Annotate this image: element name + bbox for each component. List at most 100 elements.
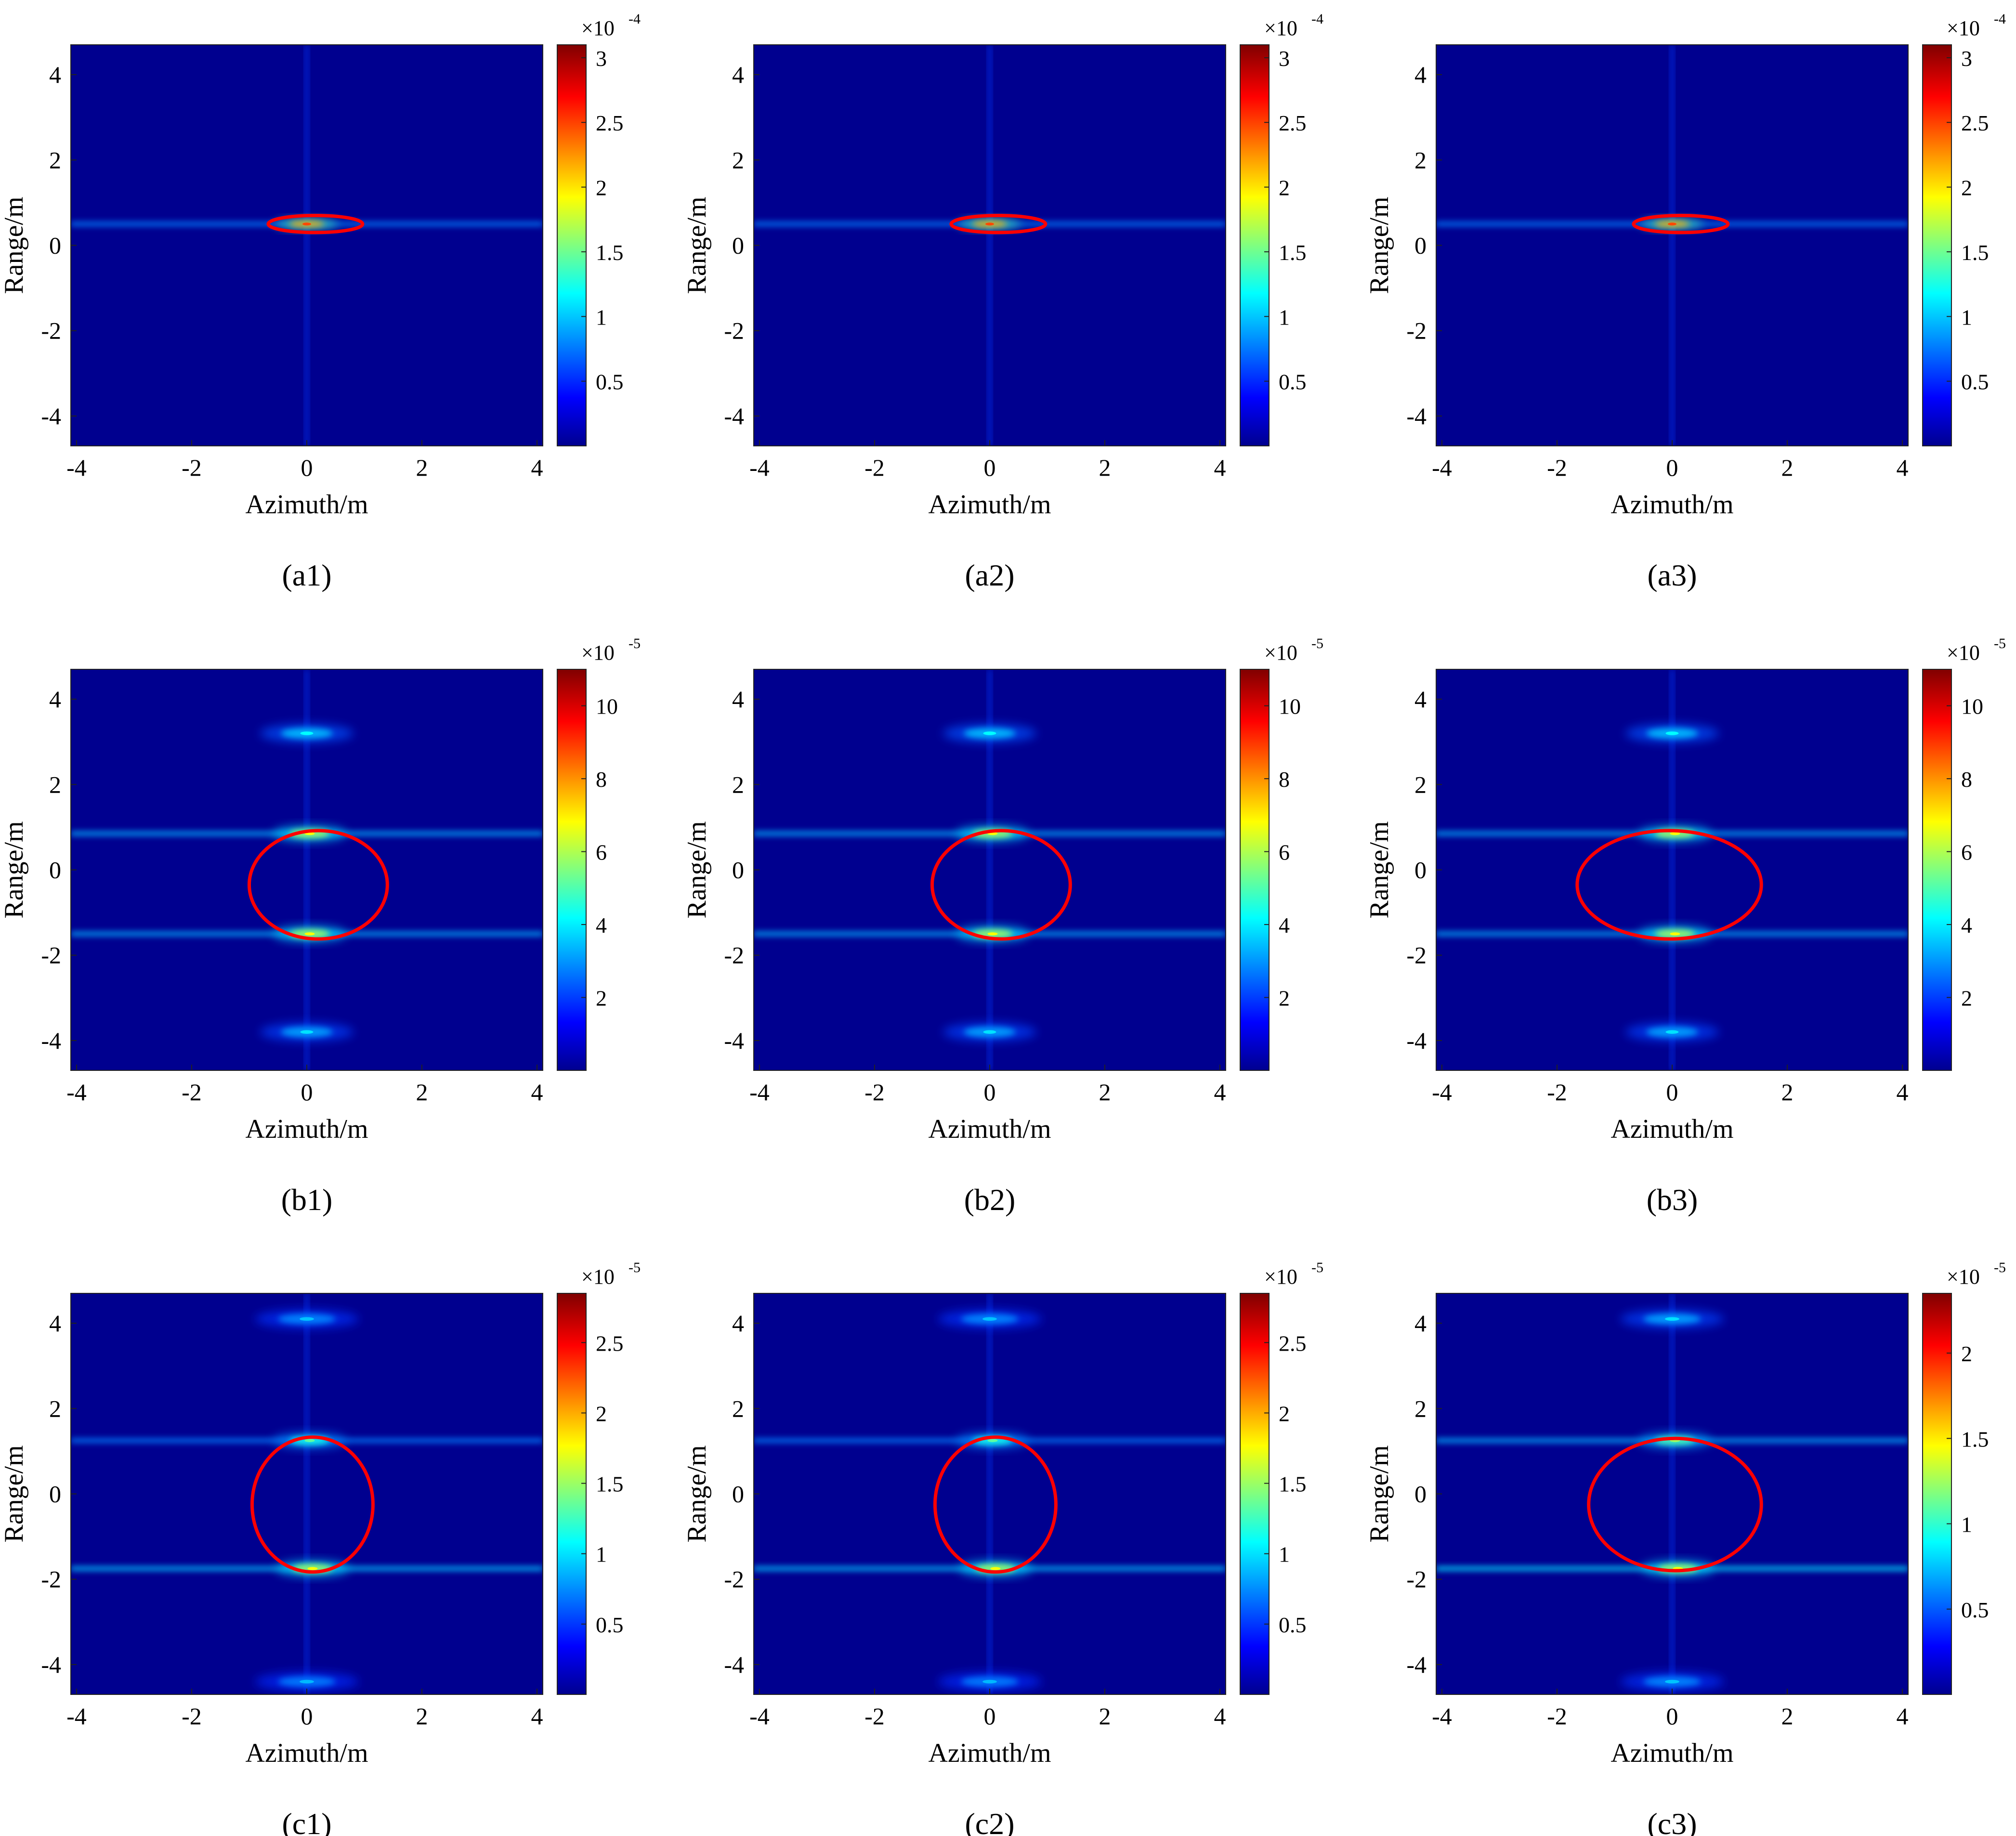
colorbar-tick-label: 6 bbox=[1279, 840, 1290, 865]
y-tick-label: 2 bbox=[732, 146, 744, 173]
x-tick-label: 0 bbox=[301, 454, 313, 481]
x-tick-label: 4 bbox=[1897, 454, 1909, 481]
y-tick-label: 0 bbox=[732, 857, 744, 884]
colorbar-tick-label: 2.5 bbox=[596, 1331, 624, 1355]
x-tick-label: -4 bbox=[1432, 454, 1452, 481]
y-tick-label: -4 bbox=[724, 1651, 744, 1678]
y-tick-label: 2 bbox=[49, 771, 61, 798]
panel-label: (b2) bbox=[964, 1183, 1016, 1217]
colorbar-tick-label: 2 bbox=[1279, 986, 1290, 1011]
x-tick-label: -4 bbox=[1432, 1079, 1452, 1106]
x-tick-label: 2 bbox=[416, 454, 428, 481]
target-peak bbox=[302, 222, 311, 226]
colorbar-tick-label: 8 bbox=[596, 767, 607, 792]
y-tick-label: -4 bbox=[1406, 1027, 1427, 1054]
colorbar-frame bbox=[1240, 669, 1270, 1071]
x-axis-label: Azimuth/m bbox=[1610, 1114, 1733, 1144]
x-axis-label: Azimuth/m bbox=[245, 490, 368, 520]
colorbar-exponent-base: ×10 bbox=[581, 641, 615, 664]
colorbar-frame bbox=[557, 44, 587, 446]
x-tick-label: -4 bbox=[66, 1079, 87, 1106]
y-tick-label: -4 bbox=[724, 403, 744, 430]
colorbar-frame bbox=[1922, 44, 1952, 446]
y-tick-label: -2 bbox=[724, 1566, 744, 1593]
x-tick-label: 0 bbox=[984, 1703, 996, 1730]
y-tick-label: 0 bbox=[1414, 1481, 1427, 1508]
y-axis-label: Range/m bbox=[0, 1445, 29, 1542]
x-tick-label: -2 bbox=[864, 1703, 885, 1730]
target-peak bbox=[987, 1439, 998, 1442]
panel-b1: -4 -2 0 2 4 -4 -2 0 2 4 Azimuth/m Range/m 2 4 6 8 10 ×10-… bbox=[0, 636, 641, 1217]
x-tick-label: -2 bbox=[1547, 454, 1567, 481]
y-axis-label: Range/m bbox=[682, 196, 712, 294]
range-sidelobe-streak bbox=[1669, 45, 1675, 446]
y-tick-label: 4 bbox=[732, 1310, 744, 1337]
colorbar-tick-label: 3 bbox=[1279, 46, 1290, 71]
x-axis-label: Azimuth/m bbox=[928, 1114, 1051, 1144]
colorbar bbox=[1240, 1293, 1269, 1694]
y-tick-label: 4 bbox=[732, 686, 744, 713]
colorbar-tick-label: 1.5 bbox=[1279, 240, 1307, 265]
y-tick-label: -2 bbox=[724, 317, 744, 344]
y-axis-label: Range/m bbox=[0, 196, 29, 294]
colorbar-tick-label: 4 bbox=[596, 913, 607, 938]
y-tick-label: -4 bbox=[41, 1027, 61, 1054]
panel-b2: -4 -2 0 2 4 -4 -2 0 2 4 Azimuth/m Range/m 2 4 6 8 10 ×10-… bbox=[682, 636, 1323, 1217]
target-peak bbox=[300, 731, 314, 735]
x-axis-label: Azimuth/m bbox=[1610, 490, 1733, 520]
colorbar bbox=[1240, 669, 1269, 1070]
y-tick-label: 0 bbox=[49, 857, 61, 884]
target-peak bbox=[982, 1680, 997, 1684]
target-peak bbox=[985, 222, 994, 226]
colorbar-tick-label: 0.5 bbox=[1279, 1613, 1307, 1637]
y-axis-label: Range/m bbox=[682, 1445, 712, 1542]
colorbar-exponent-base: ×10 bbox=[1947, 16, 1980, 40]
colorbar-tick-label: 6 bbox=[596, 840, 607, 865]
x-tick-label: -2 bbox=[864, 454, 885, 481]
colorbar-tick-label: 4 bbox=[1279, 913, 1290, 938]
highlight-ellipse bbox=[1587, 1436, 1763, 1573]
colorbar-frame bbox=[557, 1293, 587, 1695]
colorbar-exponent-base: ×10 bbox=[581, 1265, 615, 1289]
colorbar-frame bbox=[557, 669, 587, 1071]
target-peak bbox=[300, 1680, 314, 1684]
y-tick-label: -2 bbox=[41, 942, 61, 969]
colorbar-tick-label: 1 bbox=[596, 305, 607, 329]
target-peak bbox=[983, 731, 996, 735]
x-tick-label: 4 bbox=[1214, 1079, 1226, 1106]
target-peak bbox=[304, 932, 315, 936]
y-tick-label: -2 bbox=[41, 1566, 61, 1593]
y-tick-label: 4 bbox=[1414, 61, 1427, 88]
x-tick-label: 2 bbox=[416, 1703, 428, 1730]
colorbar-tick-label: 1.5 bbox=[1279, 1472, 1307, 1497]
colorbar-tick-label: 2 bbox=[1961, 1341, 1972, 1366]
y-tick-label: 0 bbox=[1414, 232, 1427, 259]
y-tick-label: 2 bbox=[1414, 146, 1427, 173]
target-peak bbox=[987, 932, 998, 936]
heatmap-content bbox=[1436, 45, 1908, 446]
colorbar bbox=[1923, 669, 1951, 1070]
x-axis-label: Azimuth/m bbox=[1610, 1738, 1733, 1768]
panel-a2: -4 -2 0 2 4 -4 -2 0 2 4 Azimuth/m Range/m 0.5 1 1.5 2 2.… bbox=[682, 11, 1323, 592]
colorbar-tick-label: 2 bbox=[1279, 176, 1290, 200]
highlight-ellipse bbox=[949, 213, 1047, 234]
x-tick-label: -2 bbox=[182, 1079, 202, 1106]
highlight-ellipse bbox=[930, 829, 1072, 941]
colorbar-tick-label: 2.5 bbox=[1279, 1331, 1307, 1355]
panel-label: (c3) bbox=[1647, 1807, 1697, 1836]
colorbar-tick-label: 8 bbox=[1279, 767, 1290, 792]
target-peak bbox=[1665, 1030, 1679, 1034]
highlight-ellipse bbox=[266, 213, 365, 234]
x-tick-label: 4 bbox=[1897, 1703, 1909, 1730]
y-tick-label: 4 bbox=[1414, 686, 1427, 713]
y-tick-label: 4 bbox=[1414, 1310, 1427, 1337]
x-tick-label: -4 bbox=[66, 1703, 87, 1730]
colorbar-exponent-base: ×10 bbox=[1264, 1265, 1297, 1289]
panel-label: (a2) bbox=[965, 558, 1014, 592]
x-tick-label: -4 bbox=[749, 454, 770, 481]
x-tick-label: 0 bbox=[1666, 1703, 1678, 1730]
x-tick-label: 4 bbox=[531, 1703, 543, 1730]
y-tick-label: 2 bbox=[1414, 1395, 1427, 1422]
target-peak bbox=[307, 1567, 318, 1570]
